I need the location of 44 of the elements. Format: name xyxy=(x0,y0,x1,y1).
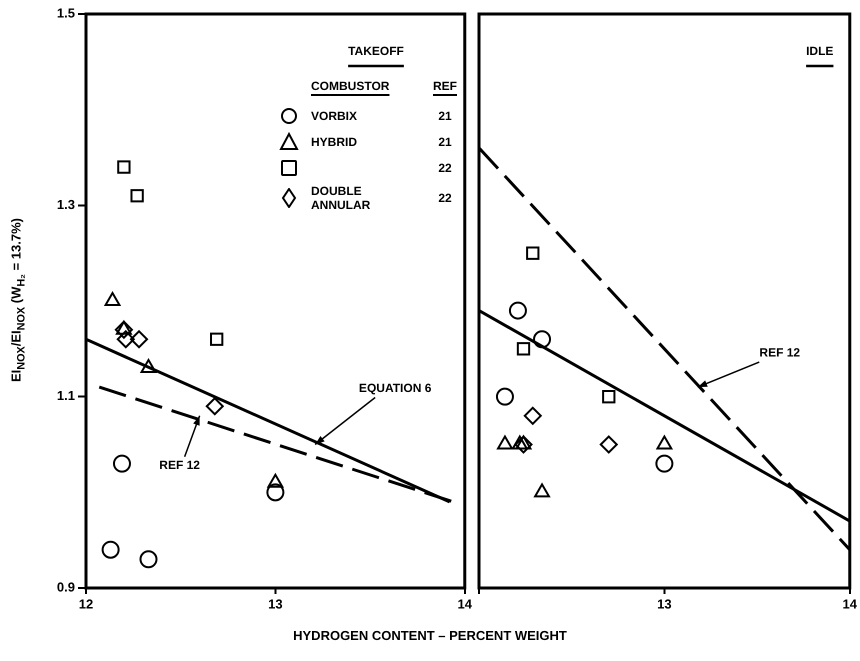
x-tick-label: 14 xyxy=(458,596,473,612)
legend-label: DOUBLE ANNULAR xyxy=(310,183,372,214)
annotation: REF 12 xyxy=(159,458,200,472)
annotation: 21 xyxy=(437,108,453,125)
legend-label: HYBRID xyxy=(310,134,358,151)
text: IDLE xyxy=(806,44,834,58)
point xyxy=(130,330,148,348)
point xyxy=(516,342,530,356)
x-tick-label: 12 xyxy=(78,596,94,612)
x-tick-label: 13 xyxy=(268,596,283,612)
legend-title: COMBUSTOR xyxy=(310,78,390,95)
point xyxy=(602,390,616,404)
x-axis-title: HYDROGEN CONTENT – PERCENT WEIGHT xyxy=(292,628,568,643)
point xyxy=(114,320,133,339)
point xyxy=(533,330,552,348)
point xyxy=(526,246,540,260)
y-tick-label: 0.9 xyxy=(56,580,75,595)
point xyxy=(130,189,144,202)
x-tick-label: 14 xyxy=(842,596,858,612)
text: TAKEOFF xyxy=(348,44,404,58)
point xyxy=(139,550,158,568)
annotation: 21 xyxy=(437,134,453,151)
point xyxy=(116,330,135,348)
point xyxy=(508,302,527,320)
x-tick-label: 13 xyxy=(657,596,672,612)
point xyxy=(206,397,224,416)
annotation: 22 xyxy=(437,190,453,207)
legend-label: VORBIX xyxy=(310,108,358,125)
point xyxy=(655,454,674,473)
point xyxy=(117,160,131,174)
point xyxy=(496,388,514,406)
point xyxy=(102,540,120,559)
point xyxy=(210,332,224,346)
annotation: 22 xyxy=(437,160,453,177)
point xyxy=(524,406,542,425)
point xyxy=(266,483,284,502)
y-tick-label: 1.5 xyxy=(56,6,75,21)
point xyxy=(600,436,618,454)
point xyxy=(112,454,131,473)
annotation: REF 12 xyxy=(759,345,800,360)
y-tick-label: 1.1 xyxy=(56,388,75,404)
annotation: REF xyxy=(432,78,458,95)
annotation: EQUATION 6 xyxy=(358,380,432,395)
y-tick-label: 1.3 xyxy=(56,196,75,212)
